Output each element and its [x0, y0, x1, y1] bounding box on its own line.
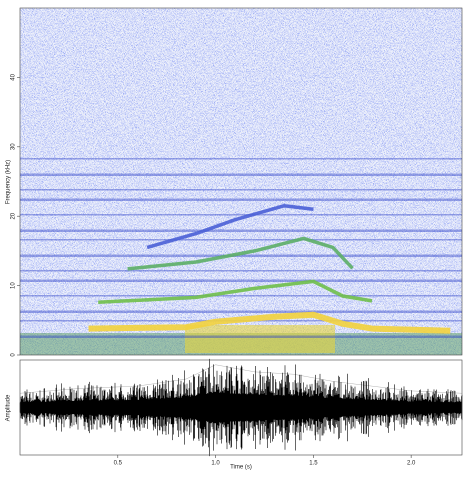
spectrogram-area	[20, 8, 462, 355]
noise-stripe	[20, 310, 462, 313]
waveform-texture	[19, 358, 463, 457]
noise-texture	[20, 8, 462, 355]
harmonic-contour	[98, 279, 373, 305]
harmonic-contour	[88, 311, 451, 334]
noise-stripe	[20, 173, 462, 176]
y-tick-label: 40	[11, 73, 17, 80]
y-tick-label: 20	[11, 212, 17, 219]
x-tick-label: 2.0	[407, 461, 416, 467]
noise-stripe	[20, 270, 462, 272]
harmonic-contour	[146, 204, 314, 250]
y-axis-label: Amplitude	[6, 394, 12, 421]
x-tick-label: 0.5	[114, 461, 123, 467]
plot-frame	[19, 7, 463, 356]
plot-frame	[19, 359, 463, 456]
amplitude-envelope	[19, 364, 463, 394]
x-tick-label: 1.5	[309, 461, 318, 467]
x-axis-label: Time (s)	[230, 465, 252, 471]
noise-stripe	[20, 254, 462, 257]
noise-stripe	[20, 158, 462, 160]
y-axis-label: Frequency (kHz)	[6, 160, 12, 204]
x-tick-label: 1.0	[211, 461, 220, 467]
y-tick-label: 10	[11, 282, 17, 289]
noise-stripe	[20, 295, 462, 297]
noise-stripe	[20, 198, 462, 201]
noise-stripe	[20, 239, 462, 241]
noise-stripe	[20, 279, 462, 282]
low-band-hot	[185, 325, 335, 353]
noise-stripe	[20, 214, 462, 216]
noise-stripe	[20, 229, 462, 232]
harmonic-contour	[127, 236, 354, 271]
noise-stripe	[20, 335, 462, 338]
noise-stripe	[20, 189, 462, 191]
y-tick-label: 0	[11, 353, 17, 357]
y-tick-label: 30	[11, 143, 17, 150]
